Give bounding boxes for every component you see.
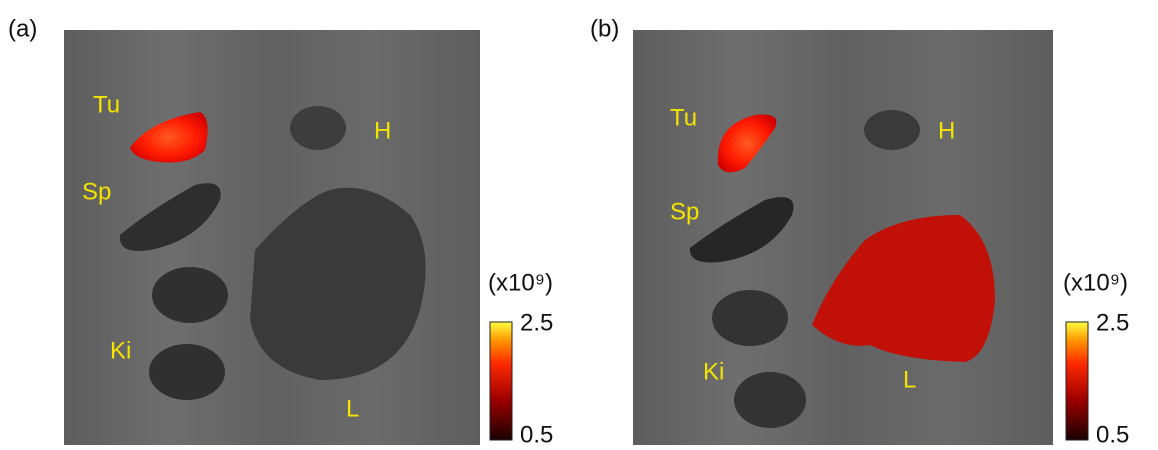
heart [290,106,346,150]
organ-label: L [903,366,916,393]
image [633,30,1053,445]
colorbar-unit: (x10⁹) [1063,269,1128,296]
organ-label: L [346,395,359,422]
kidney [734,372,806,428]
colorbar-max: 2.5 [1096,309,1129,336]
colorbar-max: 2.5 [520,309,553,336]
organ-label: Tu [670,104,697,131]
heart [864,110,920,150]
kidney [712,290,788,346]
figure: (a) Tu H Sp Ki L (x10⁹) 2.5 0.5 (b) Tu H… [0,0,1158,450]
organ-label: Ki [110,337,131,364]
colorbar-min: 0.5 [1096,421,1129,448]
colorbar [490,322,512,440]
colorbar-unit: (x10⁹) [488,269,553,296]
panel-label: (b) [590,15,619,42]
organ-label: H [374,117,391,144]
organ-label: Sp [82,178,111,205]
organ-label: Sp [670,198,699,225]
colorbar-min: 0.5 [520,421,553,448]
organ-label: Ki [703,358,724,385]
organ-label: Tu [93,91,120,118]
organ-label: H [938,117,955,144]
panel-label: (a) [8,15,37,42]
kidney [152,267,228,323]
panel-b: (b) Tu H Sp Ki L (x10⁹) 2.5 0.5 [590,15,1129,448]
colorbar [1066,322,1088,440]
panel-a: (a) Tu H Sp Ki L (x10⁹) 2.5 0.5 [8,15,553,448]
kidney [149,344,225,400]
